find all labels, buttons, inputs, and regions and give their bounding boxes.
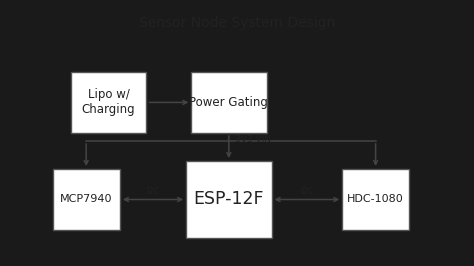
Text: MCP7940: MCP7940 bbox=[60, 194, 112, 205]
Text: Sensor Node System Design: Sensor Node System Design bbox=[139, 16, 335, 30]
Bar bbox=[71, 72, 146, 133]
Text: HDC-1080: HDC-1080 bbox=[347, 194, 404, 205]
Text: Power Gating: Power Gating bbox=[190, 96, 268, 109]
Text: I2C: I2C bbox=[300, 186, 314, 196]
Text: 3V3 VIN: 3V3 VIN bbox=[235, 135, 271, 144]
Bar bbox=[342, 169, 409, 230]
Bar bbox=[53, 169, 120, 230]
Bar bbox=[191, 72, 266, 133]
Text: I2C: I2C bbox=[146, 186, 160, 196]
Text: ESP-12F: ESP-12F bbox=[193, 190, 264, 209]
Bar bbox=[186, 161, 272, 238]
Text: Lipo w/
Charging: Lipo w/ Charging bbox=[82, 88, 136, 117]
